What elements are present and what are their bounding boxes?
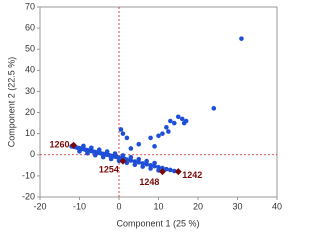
point bbox=[140, 161, 145, 166]
x-tick-label: 40 bbox=[272, 201, 282, 211]
point bbox=[211, 106, 217, 111]
y-tick-label: 0 bbox=[30, 149, 35, 159]
point bbox=[164, 166, 169, 172]
point-label: 1248 bbox=[139, 177, 159, 187]
point bbox=[152, 144, 157, 149]
point bbox=[152, 163, 157, 169]
point bbox=[144, 161, 149, 167]
point bbox=[89, 145, 94, 151]
point bbox=[160, 131, 165, 136]
point bbox=[116, 158, 122, 164]
y-tick-label: 30 bbox=[25, 86, 35, 96]
point bbox=[152, 160, 157, 166]
point bbox=[120, 153, 126, 158]
y-tick-label: 40 bbox=[25, 65, 35, 75]
point-label: 1260 bbox=[50, 140, 70, 150]
point bbox=[175, 114, 181, 120]
point bbox=[100, 154, 106, 160]
point bbox=[124, 135, 130, 141]
y-tick-label: 60 bbox=[25, 22, 35, 32]
x-axis-title: Component 1 (25 %) bbox=[116, 218, 199, 228]
point bbox=[136, 141, 142, 147]
point bbox=[168, 118, 173, 124]
point bbox=[136, 156, 142, 162]
point bbox=[148, 135, 153, 141]
point bbox=[81, 143, 86, 149]
y-tick-label: 20 bbox=[25, 107, 35, 117]
point bbox=[168, 167, 173, 173]
labeled-point bbox=[70, 141, 78, 149]
labeled-point bbox=[174, 168, 182, 176]
point bbox=[132, 159, 138, 164]
y-tick-label: 50 bbox=[25, 44, 35, 54]
point bbox=[144, 158, 149, 164]
point bbox=[93, 152, 98, 158]
x-tick-label: 0 bbox=[116, 201, 121, 211]
point bbox=[128, 158, 134, 163]
point bbox=[160, 165, 165, 171]
point-label: 1254 bbox=[99, 164, 119, 174]
point bbox=[172, 120, 177, 126]
x-tick-label: -10 bbox=[73, 201, 86, 211]
point bbox=[148, 163, 153, 168]
chart: Component 1 (25 %) Component 2 (22.5 %) … bbox=[6, 1, 283, 229]
point bbox=[239, 36, 244, 41]
point bbox=[108, 156, 114, 162]
point bbox=[118, 127, 124, 132]
x-tick-label: 20 bbox=[193, 201, 203, 211]
point bbox=[132, 162, 138, 167]
point bbox=[128, 146, 134, 151]
point bbox=[156, 164, 161, 170]
point bbox=[179, 116, 185, 122]
point bbox=[96, 147, 102, 153]
point-label: 1242 bbox=[182, 170, 202, 180]
point bbox=[148, 166, 153, 171]
point bbox=[128, 155, 134, 160]
point bbox=[166, 129, 171, 134]
x-tick-label: -20 bbox=[33, 201, 46, 211]
x-tick-label: 30 bbox=[232, 201, 242, 211]
point bbox=[104, 149, 110, 154]
point bbox=[181, 120, 187, 126]
point bbox=[85, 151, 90, 156]
x-tick-label: 10 bbox=[153, 201, 163, 211]
point bbox=[156, 133, 161, 139]
y-axis-title: Component 2 (22.5 %) bbox=[6, 57, 16, 148]
point bbox=[140, 164, 145, 169]
point bbox=[164, 125, 169, 130]
y-tick-label: 10 bbox=[25, 128, 35, 138]
y-tick-label: -20 bbox=[22, 191, 35, 201]
point bbox=[136, 160, 142, 165]
point bbox=[77, 149, 82, 154]
y-tick-label: -10 bbox=[22, 170, 35, 180]
y-tick-label: 70 bbox=[25, 1, 35, 11]
point bbox=[112, 151, 118, 156]
labeled-point bbox=[119, 157, 127, 165]
point bbox=[120, 131, 126, 136]
labeled-point bbox=[158, 168, 166, 176]
